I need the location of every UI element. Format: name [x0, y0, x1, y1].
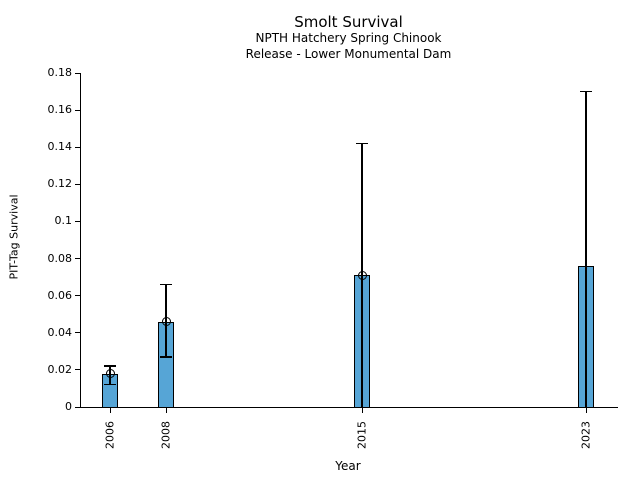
point-marker-circle	[105, 369, 115, 379]
chart-subtitle-line2: Release - Lower Monumental Dam	[245, 47, 452, 61]
error-bar-cap-bottom	[104, 383, 116, 386]
y-tick-label: 0.08	[47, 251, 73, 265]
y-tick-label: 0.12	[47, 177, 73, 191]
y-tick-label: 0.14	[47, 140, 73, 154]
y-tick-label: 0	[65, 400, 72, 413]
chart-subtitle-line1: NPTH Hatchery Spring Chinook	[255, 31, 442, 45]
error-bar-cap-top	[104, 365, 116, 367]
y-tick-label: 0.1	[54, 214, 73, 228]
error-bar-line	[585, 91, 587, 407]
y-tick-label: 0.02	[47, 362, 73, 376]
x-tick-label: 2008	[159, 421, 173, 449]
y-tick-label: 0.18	[47, 66, 73, 79]
y-tick-mark	[75, 72, 80, 74]
y-tick-mark	[75, 295, 80, 297]
error-bar-cap-top	[160, 283, 172, 286]
error-bar-cap-top	[580, 90, 592, 93]
point-marker-circle	[161, 317, 171, 327]
y-tick-mark	[75, 258, 80, 260]
error-bar-cap-bottom	[160, 356, 172, 358]
error-bar-cap-top	[356, 142, 368, 145]
y-tick-label: 0.04	[47, 325, 73, 339]
y-tick-mark	[75, 183, 80, 185]
y-tick-mark	[75, 220, 80, 222]
x-tick-mark	[361, 407, 363, 413]
x-tick-mark	[585, 407, 587, 413]
x-tick-label: 2006	[103, 421, 117, 449]
x-tick-label: 2015	[355, 421, 369, 449]
y-tick-mark	[75, 406, 80, 408]
y-tick-mark	[75, 109, 80, 111]
x-tick-label: 2023	[579, 421, 593, 449]
y-axis-label: PIT-Tag Survival	[7, 194, 21, 280]
y-axis-spine	[80, 73, 81, 408]
y-tick-mark	[75, 332, 80, 334]
point-marker-circle	[357, 270, 367, 280]
y-tick-mark	[75, 369, 80, 371]
x-tick-mark	[165, 407, 167, 413]
chart-title: Smolt Survival	[294, 13, 403, 31]
y-tick-label: 0.16	[47, 103, 73, 117]
x-axis-label: Year	[335, 459, 361, 473]
y-tick-mark	[75, 146, 80, 148]
y-tick-label: 0.06	[47, 288, 73, 302]
x-axis-spine	[80, 407, 618, 408]
x-tick-mark	[109, 407, 111, 413]
